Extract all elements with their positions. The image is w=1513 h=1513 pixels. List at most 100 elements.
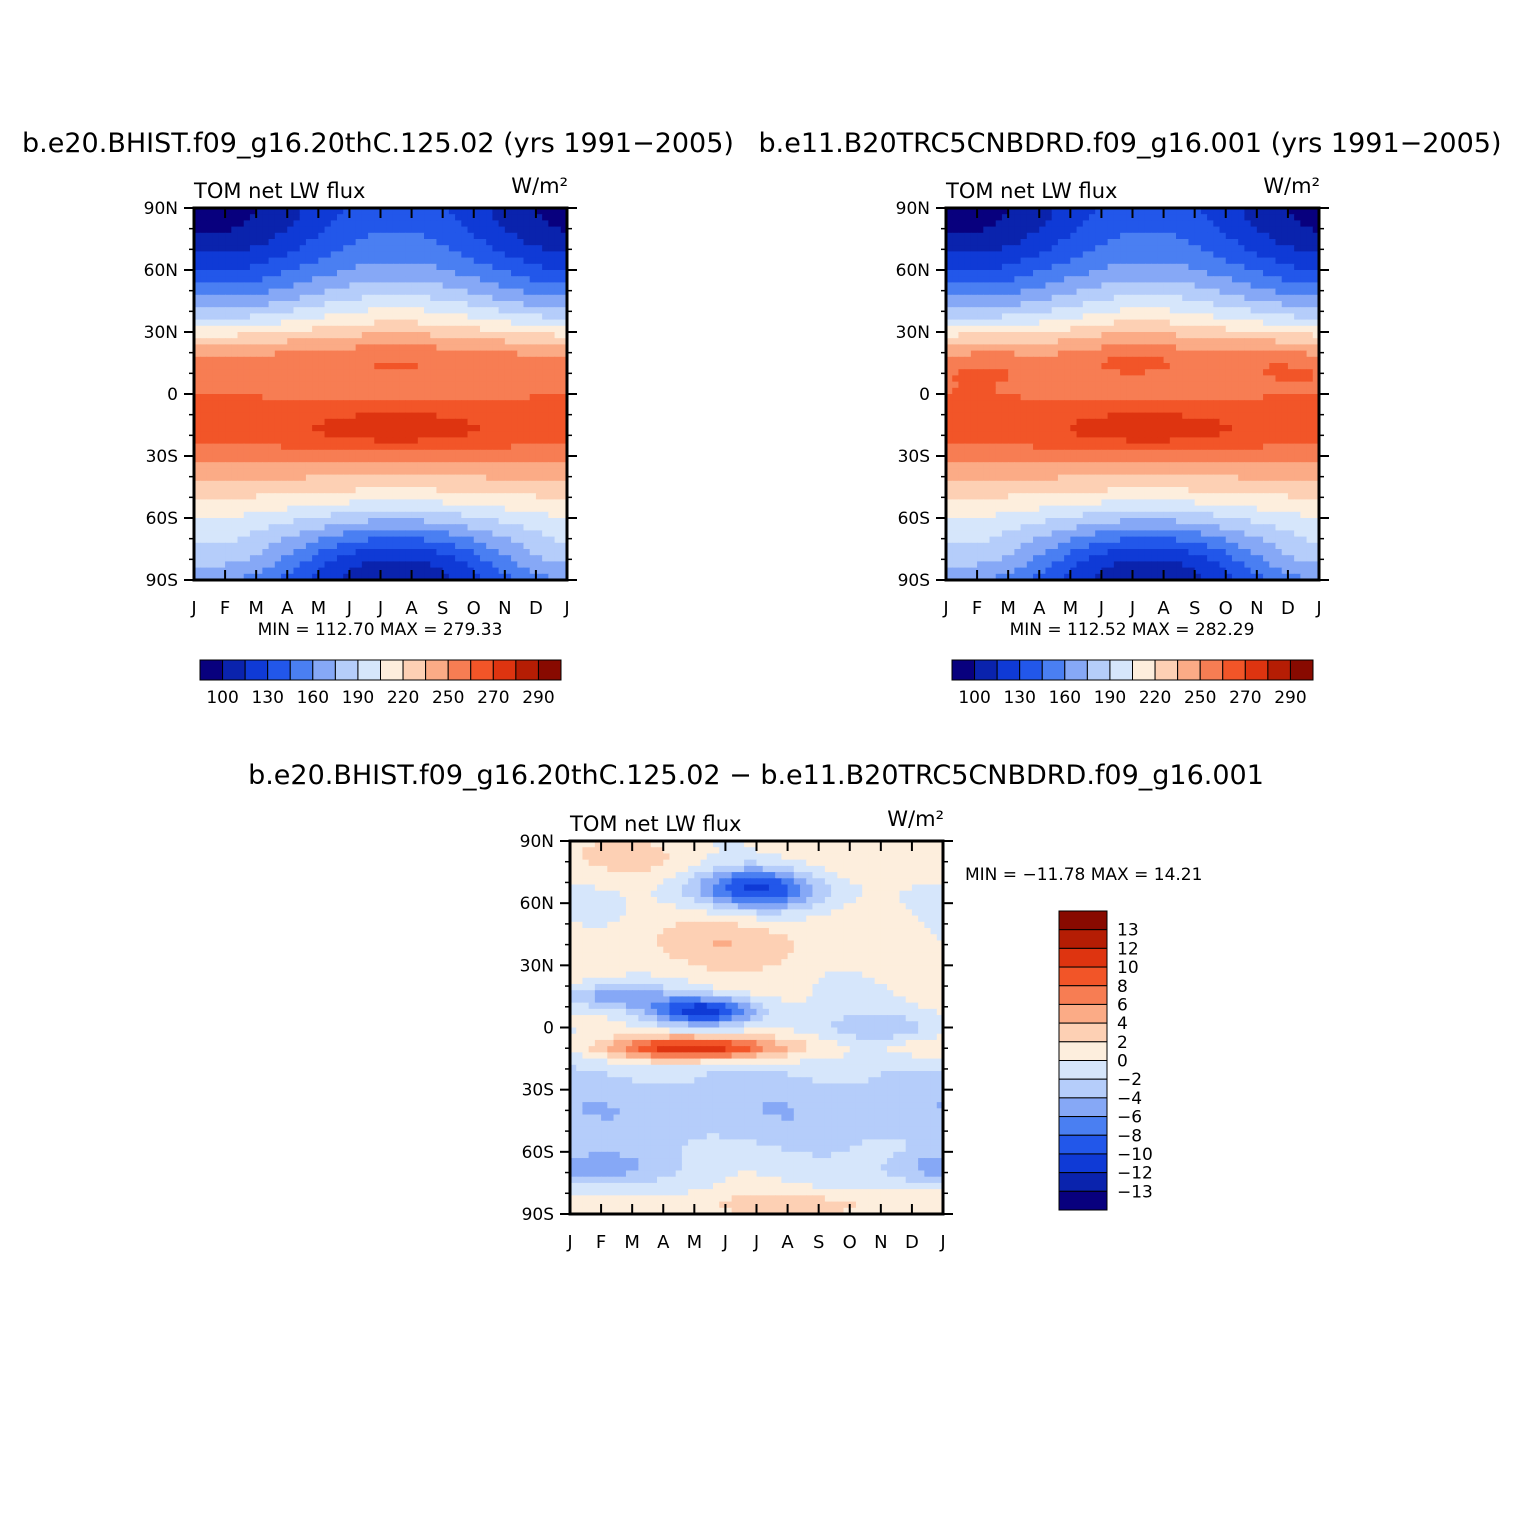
contour-cell	[417, 319, 425, 327]
contour-cell	[498, 301, 506, 308]
contour-cell	[1219, 294, 1227, 302]
contour-cell	[392, 263, 400, 271]
contour-cell	[1300, 245, 1308, 252]
contour-cell	[405, 406, 413, 414]
contour-cell	[386, 400, 394, 407]
contour-cell	[989, 245, 997, 252]
contour-cell	[535, 431, 543, 438]
contour-cell	[511, 406, 518, 414]
contour-cell	[218, 350, 226, 358]
contour-cell	[262, 332, 270, 339]
contour-cell	[1294, 251, 1301, 259]
contour-cell	[548, 518, 556, 525]
contour-cell	[1076, 294, 1084, 302]
contour-cell	[1281, 220, 1289, 228]
contour-cell	[455, 456, 462, 463]
contour-cell	[535, 499, 543, 507]
contour-cell	[305, 462, 313, 469]
contour-cell	[399, 480, 406, 488]
contour-cell	[225, 518, 232, 525]
contour-cell	[424, 536, 431, 544]
contour-cell	[262, 449, 270, 457]
contour-cell	[560, 338, 568, 345]
contour-cell	[1076, 307, 1084, 314]
contour-cell	[399, 226, 406, 234]
contour-cell	[1088, 282, 1096, 290]
contour-cell	[535, 301, 543, 308]
contour-cell	[1250, 208, 1258, 215]
contour-cell	[1101, 270, 1109, 277]
contour-cell	[1076, 232, 1084, 240]
contour-cell	[430, 536, 438, 544]
contour-cell	[442, 226, 450, 234]
contour-cell	[411, 518, 419, 525]
contour-cell	[281, 437, 288, 445]
contour-cell	[231, 350, 239, 358]
contour-cell	[1033, 313, 1040, 321]
contour-cell	[299, 270, 307, 277]
contour-cell	[560, 232, 568, 240]
contour-cell	[1113, 313, 1121, 321]
contour-cell	[343, 449, 351, 457]
contour-cell	[330, 474, 338, 482]
contour-cell	[1256, 239, 1264, 246]
contour-cell	[318, 338, 326, 345]
contour-cell	[461, 418, 469, 426]
contour-cell	[1200, 245, 1208, 252]
contour-cell	[231, 443, 239, 451]
contour-cell	[952, 294, 960, 302]
contour-cell	[995, 263, 1003, 271]
contour-cell	[243, 443, 251, 451]
contour-cell	[448, 387, 456, 395]
contour-cell	[417, 449, 425, 457]
contour-cell	[952, 208, 960, 215]
contour-cell	[355, 493, 363, 500]
panel-3-title: b.e20.BHIST.f09_g16.20thC.125.02 − b.e11…	[248, 760, 1264, 791]
contour-cell	[281, 412, 288, 420]
contour-cell	[1070, 313, 1078, 321]
contour-cell	[1138, 332, 1146, 339]
contour-cell	[498, 257, 506, 265]
contour-cell	[330, 567, 338, 575]
contour-cell	[1238, 239, 1245, 246]
contour-cell	[305, 524, 313, 531]
contour-cell	[517, 493, 525, 500]
contour-cell	[554, 369, 562, 376]
contour-cell	[455, 294, 462, 302]
contour-cell	[517, 282, 525, 290]
contour-cell	[964, 282, 972, 290]
contour-cell	[1132, 332, 1140, 339]
contour-cell	[504, 251, 512, 259]
contour-cell	[455, 499, 462, 507]
contour-cell	[405, 511, 413, 519]
contour-cell	[1113, 270, 1121, 277]
contour-cell	[1281, 325, 1289, 333]
contour-cell	[442, 462, 450, 469]
contour-cell	[1126, 288, 1134, 296]
contour-cell	[330, 270, 338, 277]
contour-cell	[293, 257, 301, 265]
contour-cell	[436, 245, 444, 252]
contour-cell	[479, 263, 487, 271]
contour-cell	[392, 499, 400, 507]
contour-cell	[336, 363, 344, 370]
contour-cell	[287, 363, 295, 370]
contour-cell	[995, 257, 1003, 265]
contour-cell	[970, 282, 978, 290]
contour-cell	[218, 505, 226, 513]
contour-cell	[442, 319, 450, 327]
contour-cell	[262, 573, 270, 581]
contour-cell	[200, 499, 208, 507]
contour-cell	[1014, 319, 1022, 327]
contour-cell	[498, 400, 506, 407]
contour-cell	[504, 561, 512, 569]
contour-cell	[498, 462, 506, 469]
contour-cell	[560, 518, 568, 525]
contour-cell	[200, 542, 208, 550]
contour-cell	[256, 338, 263, 345]
contour-cell	[1287, 232, 1295, 240]
contour-cell	[293, 325, 301, 333]
contour-cell	[374, 573, 382, 581]
contour-cell	[368, 468, 375, 476]
contour-cell	[206, 524, 214, 531]
